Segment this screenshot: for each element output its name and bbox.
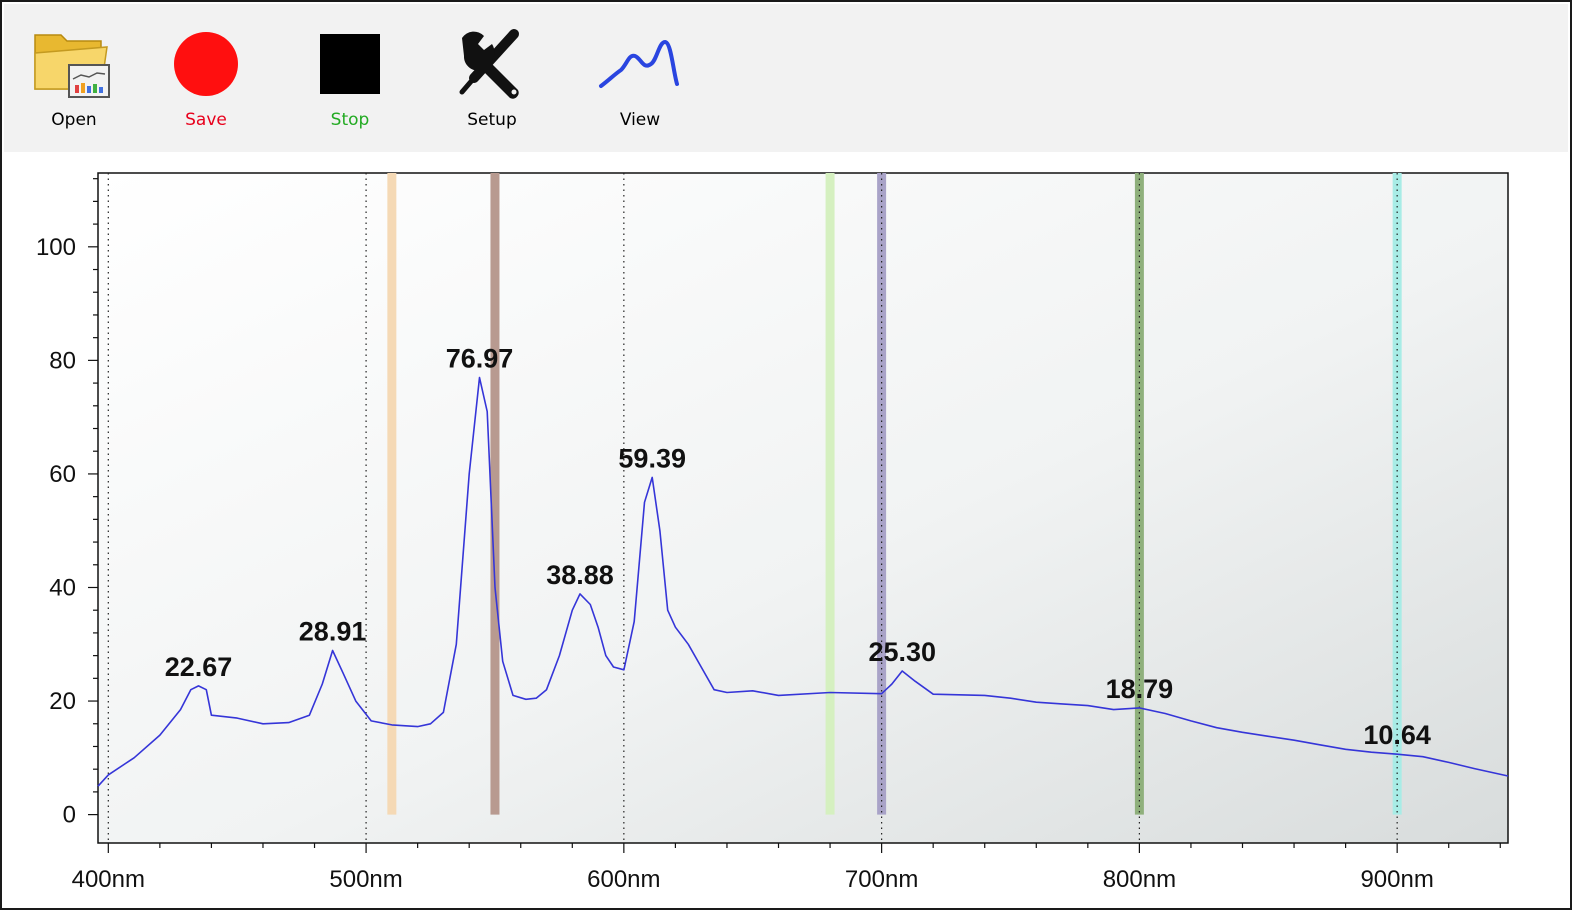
open-label: Open (51, 110, 97, 130)
red-circle-icon (161, 24, 251, 104)
wavelength-marker-510 (387, 173, 397, 815)
y-tick-label: 40 (49, 574, 76, 601)
stop-button[interactable]: Stop (290, 24, 410, 144)
x-tick-label: 400nm (72, 866, 145, 893)
black-square-icon (305, 24, 395, 104)
x-tick-label: 500nm (329, 866, 402, 893)
wavelength-marker-680 (825, 173, 835, 815)
stop-label: Stop (330, 110, 370, 130)
peak-label: 76.97 (446, 344, 514, 374)
y-tick-label: 100 (36, 234, 76, 261)
chart-svg: 0 20 40 60 80 100 400nm 500nm 600nm 700nm 800nm 900… (36, 172, 1509, 893)
save-label: Save (185, 110, 227, 130)
toolbar: Open Save Stop (4, 4, 1568, 152)
peak-label: 18.79 (1106, 674, 1174, 704)
setup-button[interactable]: Setup (432, 24, 552, 144)
peak-label: 10.64 (1363, 720, 1431, 750)
peak-label: 38.88 (546, 560, 614, 590)
peak-label: 59.39 (618, 443, 686, 473)
wavelength-marker-550 (490, 173, 500, 815)
peak-label: 28.91 (299, 616, 367, 646)
save-button[interactable]: Save (146, 24, 266, 144)
peak-label: 22.67 (165, 652, 233, 682)
open-button[interactable]: Open (14, 24, 134, 144)
y-tick-label: 0 (63, 802, 76, 829)
x-tick-label: 800nm (1103, 866, 1176, 893)
view-button[interactable]: View (580, 24, 700, 144)
wavelength-marker-800 (1134, 173, 1144, 815)
wave-line-icon (595, 24, 685, 104)
wrench-screwdriver-icon (447, 24, 537, 104)
y-tick-label: 60 (49, 461, 76, 488)
x-tick-label: 700nm (845, 866, 918, 893)
spectrum-chart: 0 20 40 60 80 100 400nm 500nm 600nm 700nm 800nm 900… (2, 152, 1570, 908)
plot-background (97, 172, 1509, 844)
wavelength-marker-700 (877, 173, 887, 815)
peak-label: 25.30 (868, 637, 936, 667)
setup-label: Setup (467, 110, 517, 130)
y-tick-label: 80 (49, 347, 76, 374)
view-label: View (619, 110, 661, 130)
y-tick-label: 20 (49, 688, 76, 715)
folder-chart-icon (29, 24, 119, 104)
spectrum-line (97, 376, 1509, 787)
x-tick-label: 900nm (1360, 866, 1433, 893)
x-tick-label: 600nm (587, 866, 660, 893)
wavelength-marker-900 (1392, 173, 1402, 815)
